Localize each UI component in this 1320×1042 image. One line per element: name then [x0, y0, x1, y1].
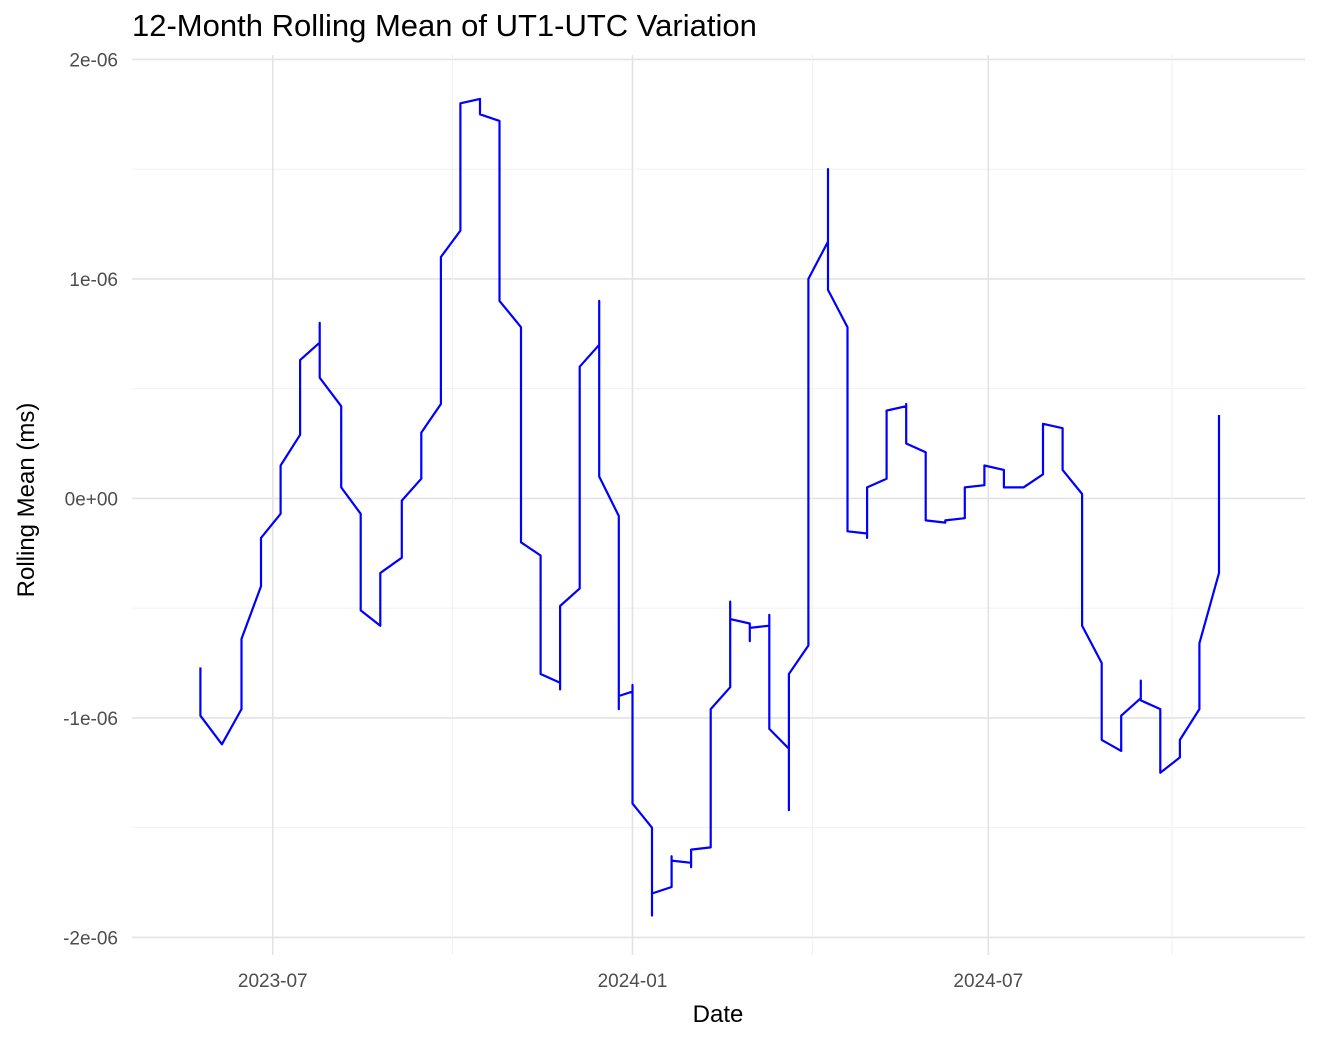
x-tick-label: 2023-07 — [238, 971, 308, 992]
series — [199, 97, 1221, 917]
x-tick-label: 2024-07 — [953, 971, 1023, 992]
x-axis-title: Date — [693, 1001, 744, 1028]
y-tick-label: 2e-06 — [69, 50, 118, 71]
series-line — [199, 97, 1221, 917]
y-tick-label: -2e-06 — [63, 928, 118, 949]
tick-labels: -2e-06 -1e-06 0e+00 1e-06 2e-06 2023-07 2024-0… — [63, 50, 1023, 992]
x-tick-label: 2024-01 — [598, 971, 668, 992]
y-tick-label: 1e-06 — [69, 270, 118, 291]
chart-title: 12-Month Rolling Mean of UT1-UTC Variati… — [132, 8, 757, 43]
y-axis-title: Rolling Mean (ms) — [13, 403, 40, 598]
y-tick-label: -1e-06 — [63, 709, 118, 730]
y-tick-label: 0e+00 — [65, 489, 118, 510]
grid — [132, 55, 1305, 955]
